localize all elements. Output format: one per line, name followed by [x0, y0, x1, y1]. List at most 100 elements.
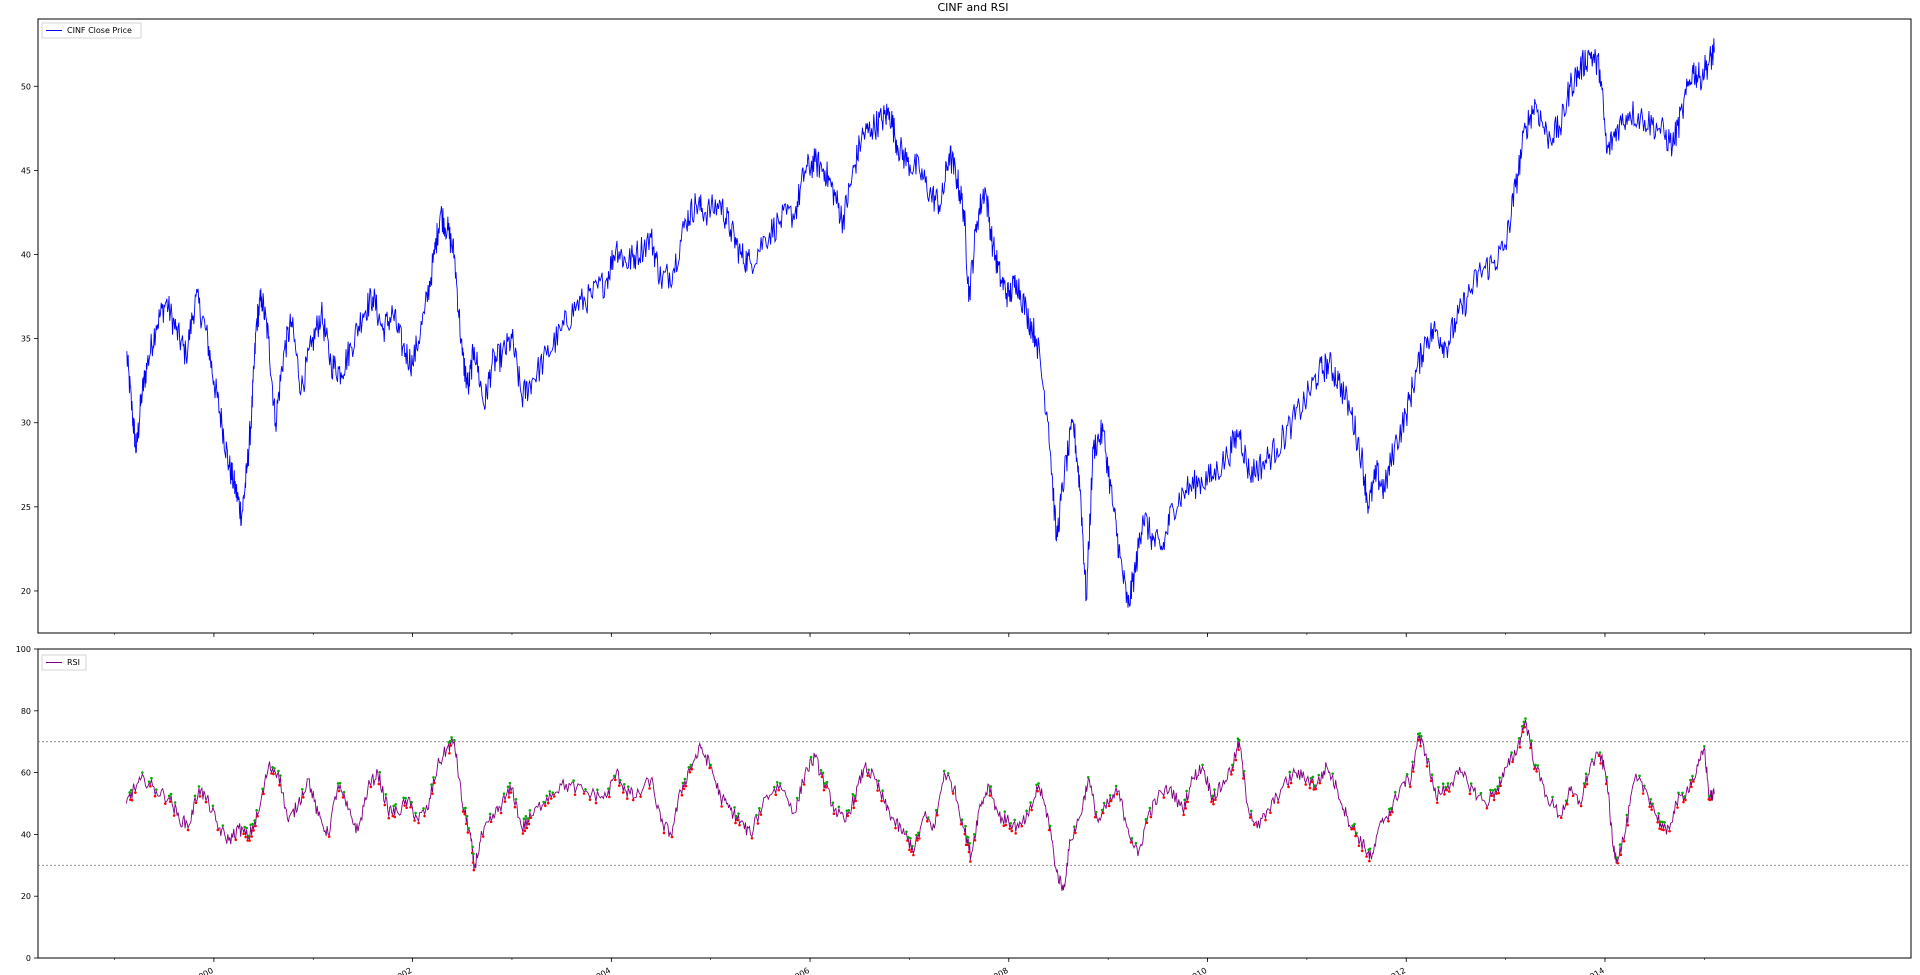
rsi-trough-marker	[608, 795, 611, 799]
rsi-peak-marker	[1249, 809, 1253, 813]
rsi-peak-marker	[465, 814, 469, 818]
rsi-trough-marker	[916, 839, 919, 842]
rsi-legend-label: RSI	[67, 658, 80, 667]
rsi-peak-marker	[683, 777, 687, 781]
rsi-trough-marker	[1304, 783, 1307, 786]
rsi-peak-marker	[1309, 776, 1313, 780]
rsi-trough-marker	[250, 835, 253, 838]
rsi-trough-marker	[194, 801, 198, 805]
rsi-trough-marker	[1490, 794, 1493, 797]
rsi-peak-marker	[1035, 783, 1038, 787]
rsi-peak-marker	[1418, 732, 1422, 735]
rsi-peak-marker	[1048, 824, 1052, 828]
rsi-peak-marker	[432, 776, 435, 779]
rsi-peak-marker	[737, 812, 740, 815]
rsi-peak-marker	[488, 812, 492, 816]
rsi-trough-marker	[481, 835, 485, 838]
rsi-peak-marker	[1536, 764, 1540, 767]
rsi-trough-marker	[337, 789, 341, 793]
rsi-trough-marker	[639, 795, 642, 798]
rsi-trough-marker	[1419, 744, 1422, 748]
rsi-peak-marker	[211, 804, 215, 808]
rsi-peak-marker	[825, 780, 829, 784]
rsi-peak-marker	[1213, 788, 1216, 791]
rsi-peak-marker	[755, 813, 758, 817]
rsi-peak-marker	[453, 738, 456, 742]
rsi-peak-marker	[1100, 808, 1104, 812]
rsi-trough-marker	[736, 818, 739, 822]
rsi-trough-marker	[153, 794, 157, 798]
rsi-trough-marker	[852, 806, 856, 810]
rsi-trough-marker	[1308, 786, 1312, 790]
rsi-trough-marker	[824, 785, 828, 789]
rsi-trough-marker	[509, 791, 513, 794]
rsi-trough-marker	[1641, 792, 1645, 795]
rsi-trough-marker	[1485, 806, 1489, 810]
rsi-trough-marker	[1186, 800, 1189, 804]
rsi-trough-marker	[1312, 788, 1316, 791]
rsi-trough-marker	[648, 787, 651, 790]
rsi-trough-marker	[1619, 853, 1623, 857]
rsi-trough-marker	[1650, 808, 1653, 811]
rsi-trough-marker	[621, 791, 625, 794]
rsi-peak-marker	[1681, 791, 1684, 795]
rsi-peak-marker	[1618, 843, 1622, 846]
rsi-trough-marker	[405, 806, 408, 810]
rsi-peak-marker	[607, 787, 610, 790]
rsi-peak-marker	[404, 796, 407, 800]
rsi-peak-marker	[1663, 821, 1666, 824]
rsi-x-ticks: 2000 2002 2004 2006 2008 2010 2012 2014	[114, 958, 1705, 975]
rsi-peak-marker	[150, 776, 153, 780]
rsi-peak-marker	[1524, 717, 1527, 720]
price-legend-label: CINF Close Price	[67, 26, 132, 35]
series-line-cinf-close-price	[126, 38, 1715, 608]
rsi-peak-marker	[1522, 720, 1526, 724]
rsi-peak-marker	[394, 803, 398, 806]
rsi-peak-marker	[1411, 760, 1414, 764]
rsi-peak-marker	[1288, 770, 1292, 774]
rsi-trough-marker	[1357, 844, 1361, 848]
rsi-x-tick-label: 2000	[193, 966, 215, 975]
rsi-peak-marker	[1534, 763, 1537, 767]
rsi-trough-marker	[387, 816, 391, 820]
rsi-trough-marker	[1518, 745, 1522, 749]
rsi-peak-marker	[1489, 788, 1492, 792]
rsi-peak-marker	[1094, 810, 1098, 814]
rsi-trough-marker	[1692, 780, 1695, 783]
rsi-peak-marker	[881, 789, 884, 793]
rsi-peak-marker	[1394, 790, 1397, 794]
rsi-trough-marker	[966, 843, 969, 847]
rsi-trough-marker	[1269, 811, 1272, 815]
rsi-trough-marker	[134, 791, 137, 794]
rsi-peak-marker	[1498, 776, 1501, 780]
rsi-trough-marker	[1264, 818, 1267, 822]
rsi-trough-marker	[278, 783, 281, 787]
rsi-trough-marker	[1497, 791, 1500, 795]
rsi-peak-marker	[1144, 818, 1148, 821]
rsi-trough-marker	[1360, 849, 1364, 853]
rsi-peak-marker	[1134, 841, 1138, 845]
rsi-trough-marker	[682, 787, 686, 791]
rsi-peak-marker	[1185, 789, 1188, 793]
rsi-trough-marker	[1145, 821, 1149, 825]
rsi-peak-marker	[1707, 794, 1711, 798]
rsi-trough-marker	[588, 798, 592, 801]
rsi-peak-marker	[336, 782, 340, 785]
rsi-trough-marker	[472, 868, 476, 872]
rsi-trough-marker	[549, 797, 553, 800]
rsi-trough-marker	[1214, 798, 1217, 802]
rsi-peak-marker	[831, 801, 835, 805]
rsi-trough-marker	[625, 797, 629, 800]
rsi-peak-marker	[966, 836, 970, 839]
rsi-trough-marker	[802, 783, 806, 786]
rsi-trough-marker	[1115, 792, 1119, 796]
rsi-peak-marker	[1037, 782, 1040, 785]
rsi-trough-marker	[172, 814, 176, 817]
rsi-trough-marker	[1425, 764, 1429, 768]
rsi-trough-marker	[1352, 827, 1355, 831]
rsi-peak-marker	[261, 787, 264, 791]
rsi-trough-marker	[1411, 770, 1415, 773]
rsi-trough-marker	[341, 796, 345, 799]
rsi-trough-marker	[1684, 798, 1687, 802]
rsi-trough-marker	[198, 795, 202, 798]
